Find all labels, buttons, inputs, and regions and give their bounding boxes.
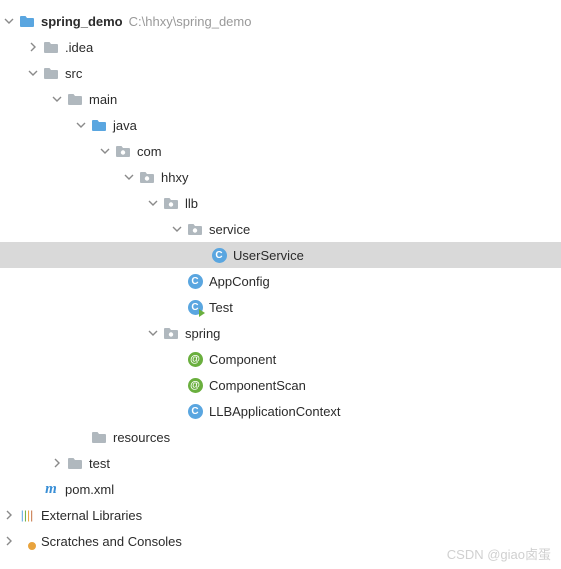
folder-icon — [42, 38, 60, 56]
chevron-down-icon[interactable] — [120, 168, 138, 186]
tree-row-pom[interactable]: m pom.xml — [0, 476, 561, 502]
resources-folder-icon — [90, 428, 108, 446]
chevron-right-icon[interactable] — [0, 532, 18, 550]
class-icon: C — [210, 246, 228, 264]
class-label: LLBApplicationContext — [209, 404, 341, 419]
package-label: hhxy — [161, 170, 188, 185]
chevron-down-icon[interactable] — [24, 64, 42, 82]
annotation-icon: @ — [186, 350, 204, 368]
chevron-down-icon[interactable] — [0, 12, 18, 30]
annotation-icon: @ — [186, 376, 204, 394]
package-label: spring — [185, 326, 220, 341]
tree-row-userservice[interactable]: C UserService — [0, 242, 561, 268]
package-label: com — [137, 144, 162, 159]
class-label: AppConfig — [209, 274, 270, 289]
tree-row-main[interactable]: main — [0, 86, 561, 112]
maven-icon: m — [42, 480, 60, 498]
class-icon: C — [186, 272, 204, 290]
folder-label: resources — [113, 430, 170, 445]
package-icon — [114, 142, 132, 160]
chevron-right-icon[interactable] — [0, 506, 18, 524]
source-folder-icon — [90, 116, 108, 134]
package-icon — [162, 324, 180, 342]
chevron-right-icon[interactable] — [48, 454, 66, 472]
tree-row-service[interactable]: service — [0, 216, 561, 242]
node-label: External Libraries — [41, 508, 142, 523]
folder-label: test — [89, 456, 110, 471]
tree-row-com[interactable]: com — [0, 138, 561, 164]
tree-row-idea[interactable]: .idea — [0, 34, 561, 60]
node-label: Scratches and Consoles — [41, 534, 182, 549]
libraries-icon: |||| — [18, 506, 36, 524]
package-label: service — [209, 222, 250, 237]
folder-icon — [66, 454, 84, 472]
package-icon — [138, 168, 156, 186]
tree-row-java[interactable]: java — [0, 112, 561, 138]
runnable-class-icon: C — [186, 298, 204, 316]
folder-label: .idea — [65, 40, 93, 55]
folder-icon — [42, 64, 60, 82]
project-name: spring_demo — [41, 14, 123, 29]
class-label: UserService — [233, 248, 304, 263]
tree-row-appconfig[interactable]: C AppConfig — [0, 268, 561, 294]
class-icon: C — [186, 402, 204, 420]
scratches-icon — [18, 532, 36, 550]
package-label: llb — [185, 196, 198, 211]
package-icon — [162, 194, 180, 212]
tree-row-llbappctx[interactable]: C LLBApplicationContext — [0, 398, 561, 424]
class-label: Test — [209, 300, 233, 315]
tree-row-spring[interactable]: spring — [0, 320, 561, 346]
tree-row-test[interactable]: C Test — [0, 294, 561, 320]
folder-icon — [66, 90, 84, 108]
tree-row-llb[interactable]: llb — [0, 190, 561, 216]
tree-row-hhxy[interactable]: hhxy — [0, 164, 561, 190]
tree-row-component[interactable]: @ Component — [0, 346, 561, 372]
chevron-down-icon[interactable] — [144, 324, 162, 342]
class-label: ComponentScan — [209, 378, 306, 393]
tree-row-componentscan[interactable]: @ ComponentScan — [0, 372, 561, 398]
tree-row-scratches[interactable]: Scratches and Consoles — [0, 528, 561, 554]
chevron-down-icon[interactable] — [96, 142, 114, 160]
project-tree[interactable]: spring_demo C:\hhxy\spring_demo .idea sr… — [0, 0, 561, 554]
tree-row-resources[interactable]: resources — [0, 424, 561, 450]
folder-label: main — [89, 92, 117, 107]
tree-row-extlib[interactable]: |||| External Libraries — [0, 502, 561, 528]
chevron-down-icon[interactable] — [168, 220, 186, 238]
chevron-down-icon[interactable] — [72, 116, 90, 134]
folder-label: src — [65, 66, 82, 81]
tree-row-src[interactable]: src — [0, 60, 561, 86]
module-folder-icon — [18, 12, 36, 30]
tree-row-testdir[interactable]: test — [0, 450, 561, 476]
project-path: C:\hhxy\spring_demo — [129, 14, 252, 29]
chevron-down-icon[interactable] — [48, 90, 66, 108]
chevron-right-icon[interactable] — [24, 38, 42, 56]
chevron-down-icon[interactable] — [144, 194, 162, 212]
package-icon — [186, 220, 204, 238]
tree-row-root[interactable]: spring_demo C:\hhxy\spring_demo — [0, 8, 561, 34]
folder-label: java — [113, 118, 137, 133]
file-label: pom.xml — [65, 482, 114, 497]
class-label: Component — [209, 352, 276, 367]
